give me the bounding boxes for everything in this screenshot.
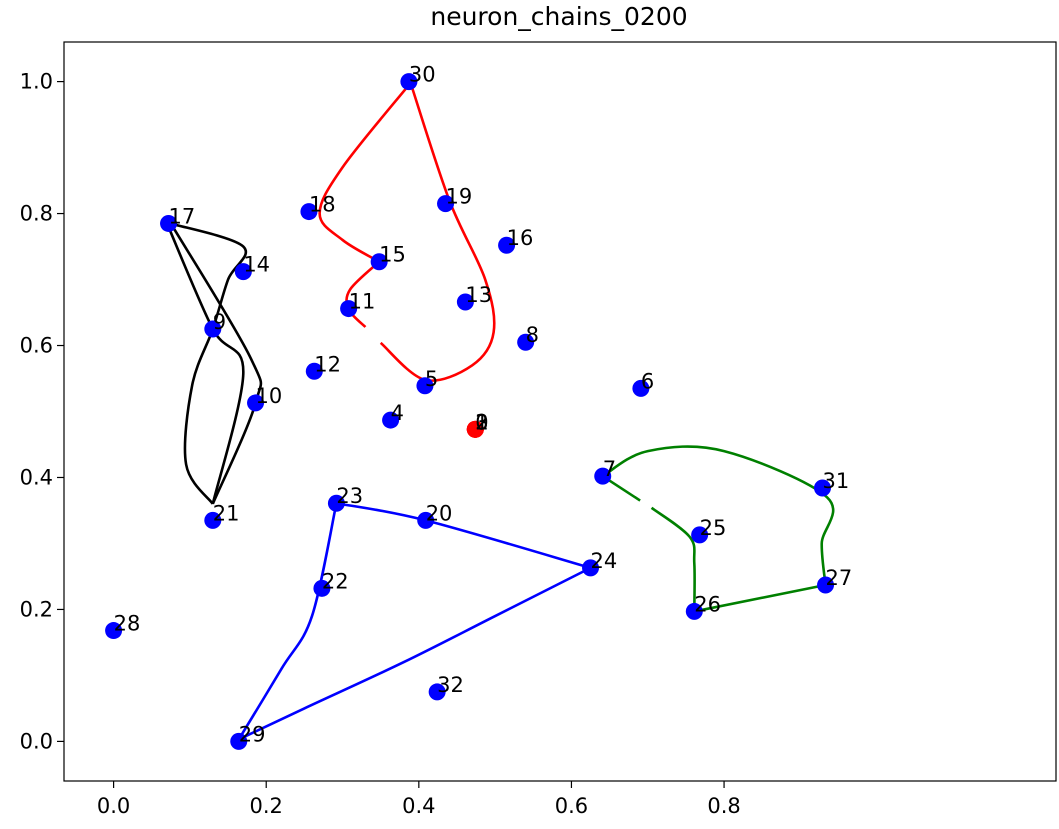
chart-title: neuron_chains_0200 — [430, 2, 687, 31]
chain-line — [379, 84, 496, 382]
point-label: 32 — [437, 673, 464, 697]
plot-frame — [63, 41, 1057, 782]
point-label: 23 — [336, 484, 363, 508]
point-label: 28 — [114, 612, 141, 636]
point-label: 20 — [426, 501, 453, 525]
point-label: 14 — [243, 253, 270, 277]
chain-line — [237, 502, 338, 741]
point-label: 10 — [256, 384, 283, 408]
chains-layer — [165, 84, 835, 741]
point-label: 26 — [694, 592, 721, 616]
scatter-point — [204, 320, 222, 338]
x-tick-label: 0.8 — [707, 794, 740, 818]
scatter-point — [313, 579, 331, 597]
point-label: 6 — [641, 369, 654, 393]
scatter-point — [813, 479, 831, 497]
chain-line — [169, 222, 263, 505]
point-label: 8 — [526, 323, 539, 347]
scatter-point — [204, 511, 222, 529]
y-tick-label: 0.6 — [20, 334, 53, 358]
point-label: 15 — [379, 243, 406, 267]
point-label: 30 — [409, 63, 436, 87]
chain-line — [170, 222, 247, 505]
x-tick-label: 0.6 — [555, 794, 588, 818]
scatter-point — [105, 622, 123, 640]
point-label: 17 — [169, 204, 196, 228]
scatter-point — [327, 494, 345, 512]
scatter-point — [437, 195, 455, 213]
x-tick-label: 0.0 — [97, 794, 130, 818]
point-label: 0 — [475, 410, 488, 434]
scatter-point — [305, 362, 323, 380]
chain-line — [165, 222, 245, 505]
scatter-point — [582, 559, 600, 577]
scatter-point — [817, 576, 835, 594]
point-label: 24 — [591, 549, 618, 573]
scatter-point — [300, 203, 318, 221]
scatter-point — [400, 73, 418, 91]
x-tick-label: 0.4 — [402, 794, 435, 818]
scatter-point — [417, 511, 435, 529]
scatter-point — [160, 214, 178, 232]
point-label: 25 — [700, 516, 727, 540]
y-tick-label: 1.0 — [20, 70, 53, 94]
scatter-point — [247, 394, 265, 412]
point-label: 2 — [475, 410, 488, 434]
y-tick-label: 0.0 — [20, 729, 53, 753]
scatter-point — [594, 467, 612, 485]
point-label: 22 — [322, 569, 349, 593]
chain-line — [238, 566, 592, 741]
point-label: 12 — [314, 352, 341, 376]
point-label: 18 — [309, 193, 336, 217]
point-label: 16 — [507, 226, 534, 250]
y-axis: 0.0 0.2 0.4 0.6 0.8 1.0 — [20, 70, 64, 753]
scatter-point — [230, 732, 248, 750]
scatter-point — [517, 333, 535, 351]
chain-line — [602, 445, 835, 586]
points-layer — [105, 73, 835, 750]
scatter-point — [382, 411, 400, 429]
scatter-point — [456, 293, 474, 311]
point-label: 4 — [391, 401, 404, 425]
y-tick-label: 0.2 — [20, 597, 53, 621]
y-tick-label: 0.8 — [20, 202, 53, 226]
point-label: 7 — [603, 457, 616, 481]
scatter-point — [632, 379, 650, 397]
point-label: 5 — [425, 367, 438, 391]
scatter-point — [340, 300, 358, 318]
point-label: 29 — [239, 722, 266, 746]
point-label: 11 — [349, 290, 376, 314]
chain-line — [694, 583, 826, 613]
scatter-point — [370, 253, 388, 271]
chain-line — [650, 506, 696, 612]
point-label: 1 — [475, 410, 488, 434]
scatter-point — [234, 263, 252, 281]
point-label: 19 — [446, 185, 473, 209]
point-label: 9 — [213, 310, 226, 334]
y-tick-label: 0.4 — [20, 465, 53, 489]
x-tick-label: 0.2 — [250, 794, 283, 818]
point-label: 27 — [826, 566, 853, 590]
chain-line — [336, 501, 591, 570]
point-label: 31 — [822, 469, 849, 493]
point-label: 21 — [213, 501, 240, 525]
point-label: 3 — [475, 410, 488, 434]
scatter-point — [428, 683, 446, 701]
scatter-point — [416, 377, 434, 395]
point-label: 13 — [465, 283, 492, 307]
scatter-point — [685, 602, 703, 620]
x-axis: 0.0 0.2 0.4 0.6 0.8 — [97, 781, 741, 818]
scatter-point — [498, 236, 516, 254]
chain-line — [345, 260, 381, 328]
chain-line — [318, 84, 410, 263]
scatter-point — [466, 420, 484, 438]
scatter-point — [691, 526, 709, 544]
